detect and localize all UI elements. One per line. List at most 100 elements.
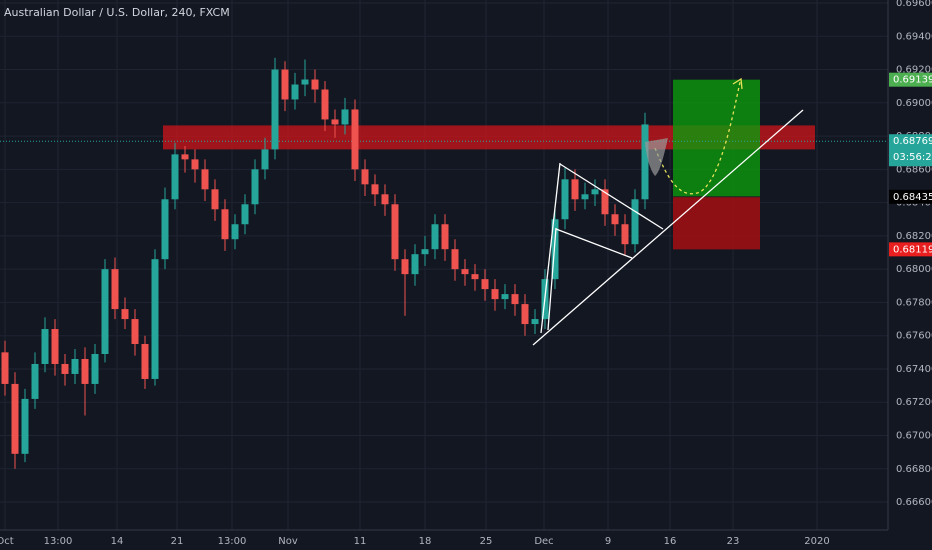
pennant-line [555, 228, 633, 259]
price-axis [888, 0, 932, 550]
candle-body [571, 179, 579, 200]
candle-body [51, 329, 59, 364]
candle-body [501, 294, 509, 300]
current-price-label: 0.68769 [893, 136, 932, 147]
flagpole-line [540, 162, 561, 334]
price-tag [889, 72, 932, 87]
candle-body [531, 319, 539, 325]
candle-body [491, 289, 499, 300]
candle-body [221, 209, 229, 240]
x-tick-label: Dec [534, 536, 553, 547]
price-tag [889, 189, 932, 204]
candle-body [601, 189, 609, 215]
projection-arrow [654, 81, 741, 195]
candle-body [361, 169, 369, 185]
candle-body [151, 259, 159, 379]
candle-body [281, 69, 289, 100]
candle-body [31, 363, 39, 399]
candle-body [181, 154, 189, 160]
x-tick-label: 18 [419, 536, 432, 547]
x-tick-label: 13:00 [44, 536, 73, 547]
candle-body [561, 179, 569, 220]
price-tag-label: 0.69139 [893, 75, 932, 86]
chart-title: Australian Dollar / U.S. Dollar, 240, FX… [4, 6, 230, 19]
candles [1, 57, 649, 469]
x-tick-label: 13:00 [218, 536, 247, 547]
x-tick-label: 11 [354, 536, 367, 547]
projection-shape [645, 138, 668, 176]
candle-body [391, 204, 399, 260]
x-tick-label: 9 [605, 536, 611, 547]
countdown-label: 03:56:25 [893, 152, 932, 163]
price-tag-label: 0.68435 [893, 192, 932, 203]
candle-body [301, 79, 309, 85]
candle-body [271, 69, 279, 150]
candle-body [161, 199, 169, 260]
candle-body [81, 358, 89, 384]
candle-body [91, 353, 99, 384]
candle-body [481, 279, 489, 290]
candle-body [311, 79, 319, 90]
price-tag-label: 0.68119 [893, 244, 932, 255]
flagpole-line [547, 227, 557, 331]
candle-body [511, 294, 519, 305]
candle-body [341, 109, 349, 125]
candle-body [611, 214, 619, 225]
candle-body [581, 194, 589, 200]
y-tick-label: 0.69600 [896, 0, 932, 9]
grid [0, 0, 888, 530]
x-tick-label: 2020 [804, 536, 829, 547]
x-tick-label: 25 [480, 536, 493, 547]
candle-body [101, 269, 109, 354]
candle-body [471, 274, 479, 280]
candle-body [251, 169, 259, 205]
candle-body [121, 309, 129, 320]
profit-zone [673, 79, 760, 197]
candle-body [61, 363, 69, 374]
trend-line [532, 109, 804, 346]
candle-body [291, 84, 299, 100]
candle-body [331, 119, 339, 125]
candle-body [71, 358, 79, 374]
candle-body [641, 124, 649, 200]
candle-body [231, 224, 239, 240]
candle-body [411, 254, 419, 275]
x-tick-label: 14 [111, 536, 124, 547]
candle-body [111, 269, 119, 310]
candle-body [321, 89, 329, 120]
candle-body [171, 154, 179, 200]
candle-body [381, 194, 389, 205]
candle-body [141, 344, 149, 379]
price-tag [889, 134, 932, 167]
candle-body [591, 189, 599, 195]
candle-body [401, 259, 409, 275]
candle-body [371, 184, 379, 195]
candle-body [131, 319, 139, 345]
x-tick-label: 23 [727, 536, 740, 547]
candle-body [261, 149, 269, 170]
candle-body [201, 169, 209, 190]
price-tag [889, 242, 932, 257]
candle-body [461, 269, 469, 275]
candle-body [421, 249, 429, 255]
candle-body [551, 219, 559, 280]
candle-body [191, 159, 199, 170]
candle-body [11, 383, 19, 454]
x-tick-label: Nov [278, 536, 298, 547]
candle-body [351, 109, 359, 170]
candle-body [621, 224, 629, 245]
